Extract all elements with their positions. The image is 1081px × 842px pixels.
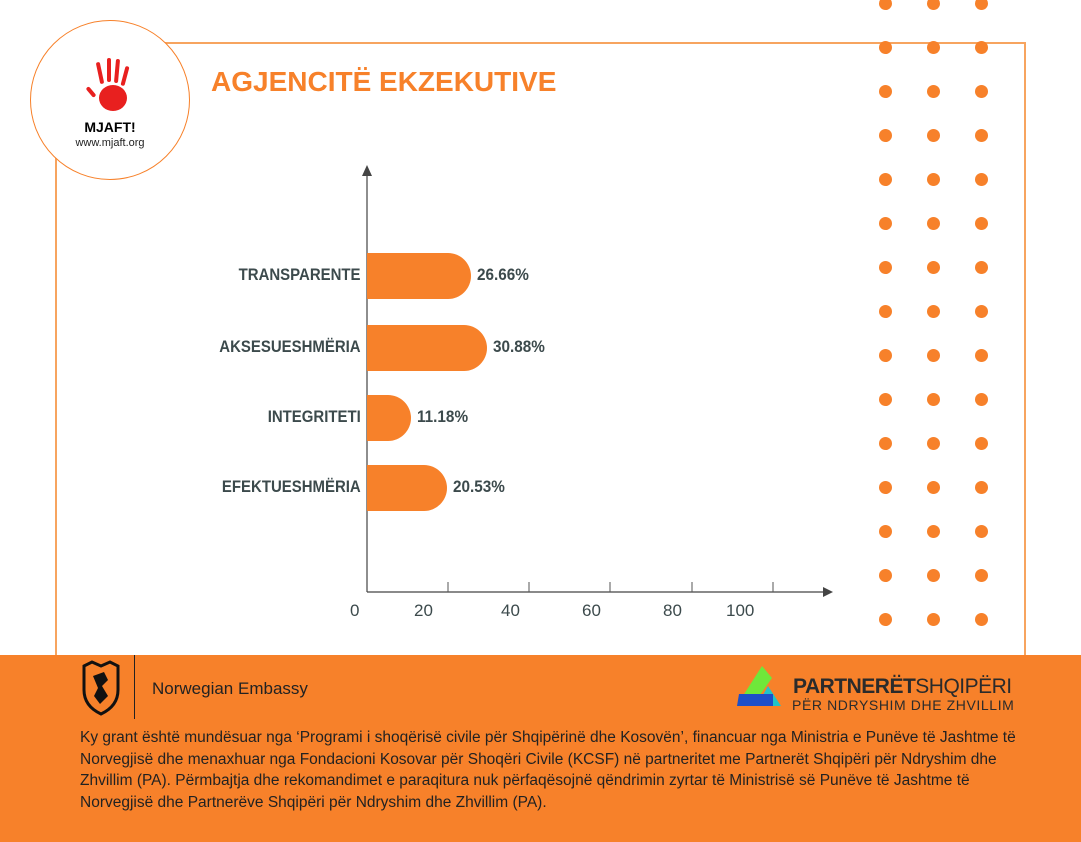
norwegian-coat-of-arms-icon xyxy=(82,660,120,716)
frame-line-top xyxy=(145,42,1026,44)
chart-title: AGJENCITË EKZEKUTIVE xyxy=(211,66,557,97)
category-label: AKSESUESHMËRIA xyxy=(219,337,361,356)
decor-dot xyxy=(927,613,940,626)
embassy-name: Norwegian Embassy xyxy=(152,679,308,698)
decor-dot xyxy=(975,613,988,626)
decor-dot xyxy=(927,349,940,362)
decor-dot xyxy=(927,525,940,538)
decor-dot xyxy=(879,0,892,10)
x-tick-label: 20 xyxy=(414,601,433,620)
decor-dot xyxy=(975,481,988,494)
decor-dot xyxy=(927,305,940,318)
partner-subtitle: PËR NDRYSHIM DHE ZHVILLIM xyxy=(792,697,1015,713)
decor-dot xyxy=(879,129,892,142)
value-label: 11.18% xyxy=(416,407,468,426)
decor-dot xyxy=(927,481,940,494)
footer xyxy=(0,655,1081,842)
bar xyxy=(367,325,488,371)
x-tick-label: 60 xyxy=(582,601,601,620)
bar xyxy=(367,253,471,299)
bar xyxy=(367,465,448,511)
decor-dot xyxy=(975,569,988,582)
mjaft-logo: MJAFT! www.mjaft.org xyxy=(30,20,190,180)
x-tick-label: 40 xyxy=(501,601,520,620)
decor-dot xyxy=(879,569,892,582)
decor-dot xyxy=(927,261,940,274)
decor-dot xyxy=(975,173,988,186)
decor-dot xyxy=(879,613,892,626)
value-label: 30.88% xyxy=(493,337,546,356)
decor-dot xyxy=(879,349,892,362)
decor-dot xyxy=(879,173,892,186)
decor-dot xyxy=(927,129,940,142)
decor-dot xyxy=(879,437,892,450)
decor-dot xyxy=(975,217,988,230)
decor-dot xyxy=(975,437,988,450)
decor-dot xyxy=(975,305,988,318)
decor-dot xyxy=(879,217,892,230)
chart-axes xyxy=(362,165,833,597)
decor-dot xyxy=(975,261,988,274)
decor-dot xyxy=(975,129,988,142)
decor-dot xyxy=(927,569,940,582)
decor-dot xyxy=(927,437,940,450)
decor-dot xyxy=(879,305,892,318)
frame-line-right xyxy=(1024,42,1026,656)
disclaimer-text: Ky grant është mundësuar nga ‘Programi i… xyxy=(80,729,1016,811)
bar xyxy=(367,395,411,441)
decor-dot xyxy=(879,85,892,98)
partner-name: PARTNERËTSHQIPËRI xyxy=(793,675,1012,699)
decor-dot xyxy=(927,41,940,54)
decor-dot xyxy=(879,41,892,54)
red-hand-icon xyxy=(86,58,130,111)
frame-line-left xyxy=(55,150,57,656)
divider xyxy=(134,655,135,719)
decor-dot xyxy=(975,393,988,406)
decor-dot xyxy=(975,525,988,538)
x-tick-label: 100 xyxy=(726,601,755,620)
partner-name-light: SHQIPËRI xyxy=(915,675,1012,698)
decor-dot xyxy=(927,217,940,230)
x-tick-label: 0 xyxy=(350,601,360,620)
category-label: TRANSPARENTE xyxy=(239,265,361,284)
decor-dot xyxy=(975,349,988,362)
decor-dot xyxy=(879,393,892,406)
category-label: INTEGRITETI xyxy=(267,407,361,426)
y-axis-arrow xyxy=(362,165,372,176)
partner-name-bold: PARTNERËT xyxy=(793,675,916,698)
decor-dot xyxy=(927,173,940,186)
decor-dot xyxy=(927,393,940,406)
x-tick-label: 80 xyxy=(663,601,682,620)
logo-name: MJAFT! xyxy=(84,119,136,135)
decor-dot xyxy=(879,481,892,494)
logo-url: www.mjaft.org xyxy=(75,137,145,149)
decor-dot xyxy=(975,41,988,54)
value-label: 20.53% xyxy=(453,477,505,496)
decor-dot xyxy=(927,0,940,10)
decor-dot xyxy=(879,261,892,274)
category-label: EFEKTUESHMËRIA xyxy=(222,477,361,496)
value-label: 26.66% xyxy=(476,265,529,284)
decor-dot xyxy=(879,525,892,538)
decor-dot xyxy=(927,85,940,98)
decor-dot xyxy=(975,0,988,10)
x-axis-arrow xyxy=(823,587,833,597)
decor-dot xyxy=(975,85,988,98)
partneret-logo-icon xyxy=(737,666,781,706)
